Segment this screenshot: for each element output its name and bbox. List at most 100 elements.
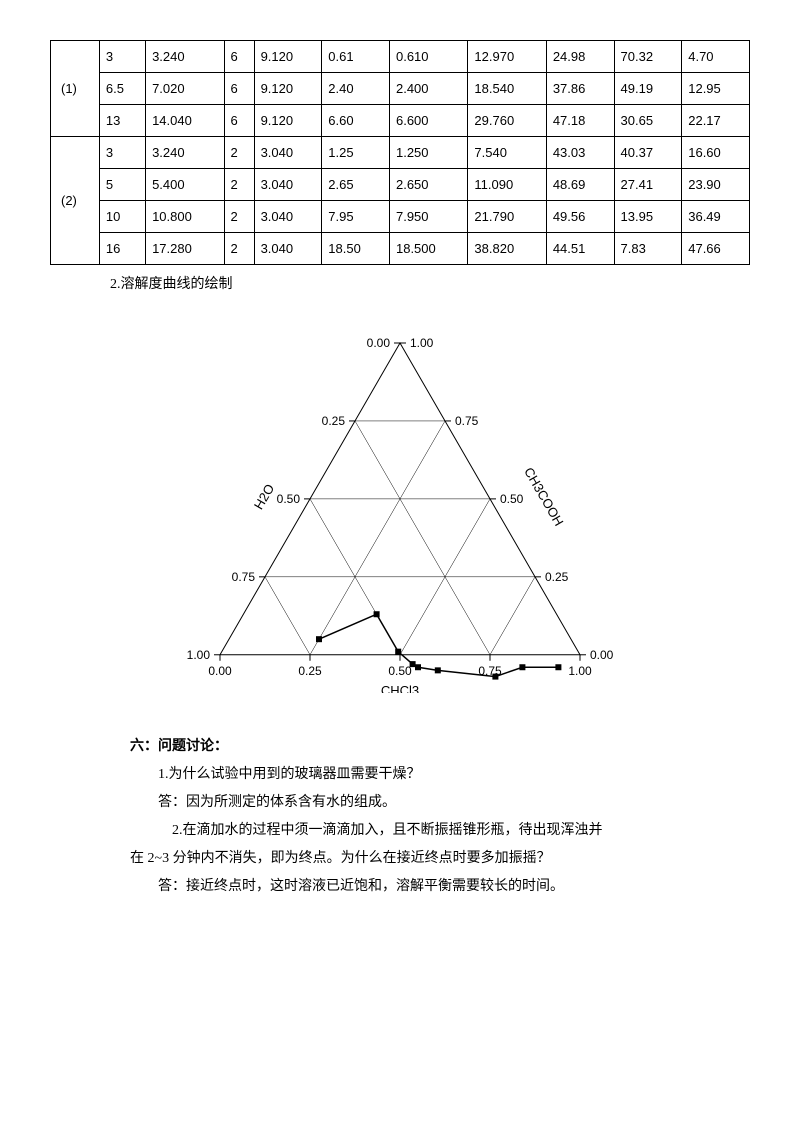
table-cell: 6 xyxy=(224,73,254,105)
table-row: 6.57.02069.1202.402.40018.54037.8649.191… xyxy=(51,73,750,105)
table-cell: 14.040 xyxy=(146,105,224,137)
table-cell: 9.120 xyxy=(254,41,322,73)
table-cell: 6.60 xyxy=(322,105,390,137)
chart-caption: 2.溶解度曲线的绘制 xyxy=(110,273,750,293)
table-cell: 18.540 xyxy=(468,73,546,105)
table-cell: 16.60 xyxy=(682,137,750,169)
table-cell: 2.65 xyxy=(322,169,390,201)
group-label-cell: (1) xyxy=(51,41,100,137)
svg-text:0.25: 0.25 xyxy=(322,414,346,428)
table-cell: 49.19 xyxy=(614,73,682,105)
table-row: 1010.80023.0407.957.95021.79049.5613.953… xyxy=(51,201,750,233)
table-cell: 22.17 xyxy=(682,105,750,137)
table-cell: 11.090 xyxy=(468,169,546,201)
question-1: 1.为什么试验中用到的玻璃器皿需要干燥？ xyxy=(130,761,670,789)
table-cell: 7.540 xyxy=(468,137,546,169)
svg-text:H2O: H2O xyxy=(251,481,277,512)
table-cell: 3.240 xyxy=(146,41,224,73)
table-cell: 6.600 xyxy=(389,105,467,137)
table-cell: 5.400 xyxy=(146,169,224,201)
table-cell: 3.040 xyxy=(254,137,322,169)
table-cell: 3.240 xyxy=(146,137,224,169)
table-row: (2)33.24023.0401.251.2507.54043.0340.371… xyxy=(51,137,750,169)
table-cell: 7.95 xyxy=(322,201,390,233)
svg-text:CH3COOH: CH3COOH xyxy=(521,465,566,529)
table-cell: 10 xyxy=(99,201,145,233)
group-label-cell: (2) xyxy=(51,137,100,265)
table-cell: 16 xyxy=(99,233,145,265)
svg-text:1.00: 1.00 xyxy=(568,664,592,678)
table-cell: 18.500 xyxy=(389,233,467,265)
table-cell: 10.800 xyxy=(146,201,224,233)
question-2b: 在 2~3 分钟内不消失，即为终点。为什么在接近终点时要多加振摇？ xyxy=(130,845,670,873)
svg-text:0.25: 0.25 xyxy=(298,664,322,678)
table-row: 55.40023.0402.652.65011.09048.6927.4123.… xyxy=(51,169,750,201)
table-cell: 3 xyxy=(99,137,145,169)
table-cell: 29.760 xyxy=(468,105,546,137)
table-cell: 38.820 xyxy=(468,233,546,265)
table-cell: 1.25 xyxy=(322,137,390,169)
table-cell: 1.250 xyxy=(389,137,467,169)
table-cell: 2.40 xyxy=(322,73,390,105)
table-row: 1314.04069.1206.606.60029.76047.1830.652… xyxy=(51,105,750,137)
svg-text:0.25: 0.25 xyxy=(545,570,569,584)
table-cell: 4.70 xyxy=(682,41,750,73)
table-cell: 3.040 xyxy=(254,233,322,265)
table-row: (1)33.24069.1200.610.61012.97024.9870.32… xyxy=(51,41,750,73)
ternary-plot: 0.00 0.00 0.00 0.25 0.25 0.25 0.50 0.50 0.50 0.75… xyxy=(150,313,650,693)
table-cell: 3 xyxy=(99,41,145,73)
table-cell: 43.03 xyxy=(546,137,614,169)
table-cell: 6 xyxy=(224,105,254,137)
table-cell: 13.95 xyxy=(614,201,682,233)
table-cell: 12.95 xyxy=(682,73,750,105)
table-cell: 17.280 xyxy=(146,233,224,265)
table-cell: 49.56 xyxy=(546,201,614,233)
table-cell: 44.51 xyxy=(546,233,614,265)
table-cell: 7.020 xyxy=(146,73,224,105)
svg-text:0.75: 0.75 xyxy=(232,570,256,584)
question-2a: 2.在滴加水的过程中须一滴滴加入，且不断振摇锥形瓶，待出现浑浊并 xyxy=(130,817,670,845)
table-cell: 9.120 xyxy=(254,73,322,105)
table-cell: 6 xyxy=(224,41,254,73)
svg-text:0.50: 0.50 xyxy=(500,492,524,506)
table-cell: 7.950 xyxy=(389,201,467,233)
table-cell: 48.69 xyxy=(546,169,614,201)
table-cell: 7.83 xyxy=(614,233,682,265)
table-cell: 24.98 xyxy=(546,41,614,73)
table-cell: 2.400 xyxy=(389,73,467,105)
table-cell: 37.86 xyxy=(546,73,614,105)
svg-text:0.00: 0.00 xyxy=(208,664,232,678)
discussion-heading: 六：问题讨论： xyxy=(130,733,670,761)
svg-text:1.00: 1.00 xyxy=(410,336,434,350)
table-cell: 27.41 xyxy=(614,169,682,201)
table-cell: 30.65 xyxy=(614,105,682,137)
svg-text:0.00: 0.00 xyxy=(590,648,614,662)
table-cell: 2 xyxy=(224,169,254,201)
data-table: (1)33.24069.1200.610.61012.97024.9870.32… xyxy=(50,40,750,265)
table-cell: 0.61 xyxy=(322,41,390,73)
svg-text:CHCl3: CHCl3 xyxy=(381,683,419,693)
svg-text:0.50: 0.50 xyxy=(277,492,301,506)
table-cell: 5 xyxy=(99,169,145,201)
table-cell: 36.49 xyxy=(682,201,750,233)
table-cell: 2 xyxy=(224,233,254,265)
table-cell: 3.040 xyxy=(254,169,322,201)
table-cell: 40.37 xyxy=(614,137,682,169)
table-cell: 0.610 xyxy=(389,41,467,73)
svg-text:1.00: 1.00 xyxy=(187,648,211,662)
table-cell: 9.120 xyxy=(254,105,322,137)
svg-text:0.75: 0.75 xyxy=(455,414,479,428)
svg-text:0.00: 0.00 xyxy=(367,336,391,350)
table-cell: 47.18 xyxy=(546,105,614,137)
discussion-section: 六：问题讨论： 1.为什么试验中用到的玻璃器皿需要干燥？ 答：因为所测定的体系含… xyxy=(130,733,670,901)
table-cell: 2.650 xyxy=(389,169,467,201)
svg-text:0.50: 0.50 xyxy=(388,664,412,678)
answer-2: 答：接近终点时，这时溶液已近饱和，溶解平衡需要较长的时间。 xyxy=(130,873,670,901)
table-cell: 2 xyxy=(224,137,254,169)
table-cell: 70.32 xyxy=(614,41,682,73)
table-cell: 13 xyxy=(99,105,145,137)
table-cell: 47.66 xyxy=(682,233,750,265)
table-cell: 23.90 xyxy=(682,169,750,201)
table-cell: 18.50 xyxy=(322,233,390,265)
table-cell: 3.040 xyxy=(254,201,322,233)
